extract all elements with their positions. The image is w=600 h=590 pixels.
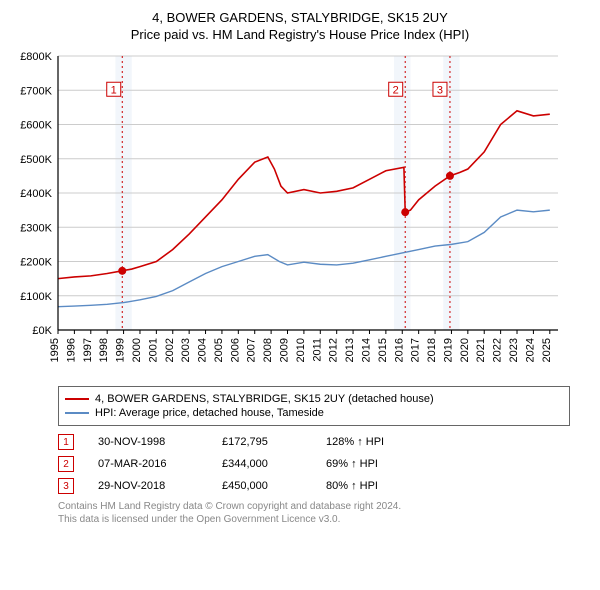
y-tick-label: £800K <box>20 51 52 63</box>
x-tick-label: 2005 <box>213 338 225 362</box>
x-tick-label: 2016 <box>393 338 405 362</box>
event-dot <box>118 267 126 275</box>
y-tick-label: £100K <box>20 291 52 303</box>
x-tick-label: 2021 <box>475 338 487 362</box>
events-table: 1 30-NOV-1998 £172,795 128% ↑ HPI 2 07-MAR-20… <box>58 434 570 494</box>
y-tick-label: £700K <box>20 85 52 97</box>
sub-title: Price paid vs. HM Land Registry's House … <box>10 27 590 42</box>
x-tick-label: 1996 <box>65 338 77 362</box>
x-tick-label: 1995 <box>49 338 61 362</box>
event-marker: 1 <box>58 434 74 450</box>
y-tick-label: £300K <box>20 222 52 234</box>
attribution-line1: Contains HM Land Registry data © Crown c… <box>58 500 570 513</box>
title-block: 4, BOWER GARDENS, STALYBRIDGE, SK15 2UY … <box>10 10 590 42</box>
event-dot <box>401 208 409 216</box>
legend-swatch <box>65 412 89 414</box>
x-tick-label: 2008 <box>262 338 274 362</box>
x-tick-label: 2018 <box>426 338 438 362</box>
x-tick-label: 2006 <box>229 338 241 362</box>
legend-label: HPI: Average price, detached house, Tame… <box>95 407 324 419</box>
x-tick-label: 2025 <box>541 338 553 362</box>
x-tick-label: 1999 <box>115 338 127 362</box>
x-tick-label: 2009 <box>279 338 291 362</box>
event-row: 1 30-NOV-1998 £172,795 128% ↑ HPI <box>58 434 570 450</box>
event-marker-num: 2 <box>393 84 399 96</box>
event-hpi: 69% ↑ HPI <box>326 458 426 470</box>
event-row: 2 07-MAR-2016 £344,000 69% ↑ HPI <box>58 456 570 472</box>
attribution-line2: This data is licensed under the Open Gov… <box>58 513 570 526</box>
x-tick-label: 2010 <box>295 338 307 362</box>
legend: 4, BOWER GARDENS, STALYBRIDGE, SK15 2UY … <box>58 386 570 426</box>
event-price: £450,000 <box>222 480 302 492</box>
x-tick-label: 1998 <box>98 338 110 362</box>
event-hpi: 128% ↑ HPI <box>326 436 426 448</box>
x-tick-label: 1997 <box>82 338 94 362</box>
x-tick-label: 2023 <box>508 338 520 362</box>
x-tick-label: 2020 <box>459 338 471 362</box>
event-date: 30-NOV-1998 <box>98 436 198 448</box>
x-tick-label: 2001 <box>147 338 159 362</box>
y-tick-label: £400K <box>20 188 52 200</box>
y-tick-label: £0K <box>32 325 52 337</box>
event-marker: 2 <box>58 456 74 472</box>
legend-item: 4, BOWER GARDENS, STALYBRIDGE, SK15 2UY … <box>65 393 563 405</box>
event-marker: 3 <box>58 478 74 494</box>
y-tick-label: £500K <box>20 154 52 166</box>
x-tick-label: 2011 <box>311 338 323 362</box>
line-chart: £0K £100K £200K £300K £400K £500K £600K £700K £8… <box>10 50 570 380</box>
legend-swatch <box>65 398 89 400</box>
x-tick-label: 2002 <box>164 338 176 362</box>
x-tick-label: 2012 <box>328 338 340 362</box>
x-tick-label: 2004 <box>197 338 209 362</box>
y-tick-label: £600K <box>20 120 52 132</box>
x-tick-label: 2014 <box>360 338 372 362</box>
x-tick-label: 2015 <box>377 338 389 362</box>
x-tick-label: 2003 <box>180 338 192 362</box>
x-tick-label: 2019 <box>442 338 454 362</box>
x-tick-label: 2007 <box>246 338 258 362</box>
event-date: 07-MAR-2016 <box>98 458 198 470</box>
attribution: Contains HM Land Registry data © Crown c… <box>58 500 570 526</box>
x-tick-label: 2000 <box>131 338 143 362</box>
event-price: £172,795 <box>222 436 302 448</box>
y-tick-label: £200K <box>20 257 52 269</box>
event-row: 3 29-NOV-2018 £450,000 80% ↑ HPI <box>58 478 570 494</box>
event-marker-num: 3 <box>437 84 443 96</box>
event-hpi: 80% ↑ HPI <box>326 480 426 492</box>
event-date: 29-NOV-2018 <box>98 480 198 492</box>
event-marker-num: 1 <box>111 84 117 96</box>
legend-item: HPI: Average price, detached house, Tame… <box>65 407 563 419</box>
event-price: £344,000 <box>222 458 302 470</box>
main-title: 4, BOWER GARDENS, STALYBRIDGE, SK15 2UY <box>10 10 590 25</box>
legend-label: 4, BOWER GARDENS, STALYBRIDGE, SK15 2UY … <box>95 393 434 405</box>
x-tick-label: 2022 <box>492 338 504 362</box>
chart-container: £0K £100K £200K £300K £400K £500K £600K £700K £8… <box>10 50 590 380</box>
x-tick-label: 2024 <box>524 338 536 362</box>
event-dot <box>446 172 454 180</box>
x-tick-label: 2017 <box>410 338 422 362</box>
x-tick-label: 2013 <box>344 338 356 362</box>
